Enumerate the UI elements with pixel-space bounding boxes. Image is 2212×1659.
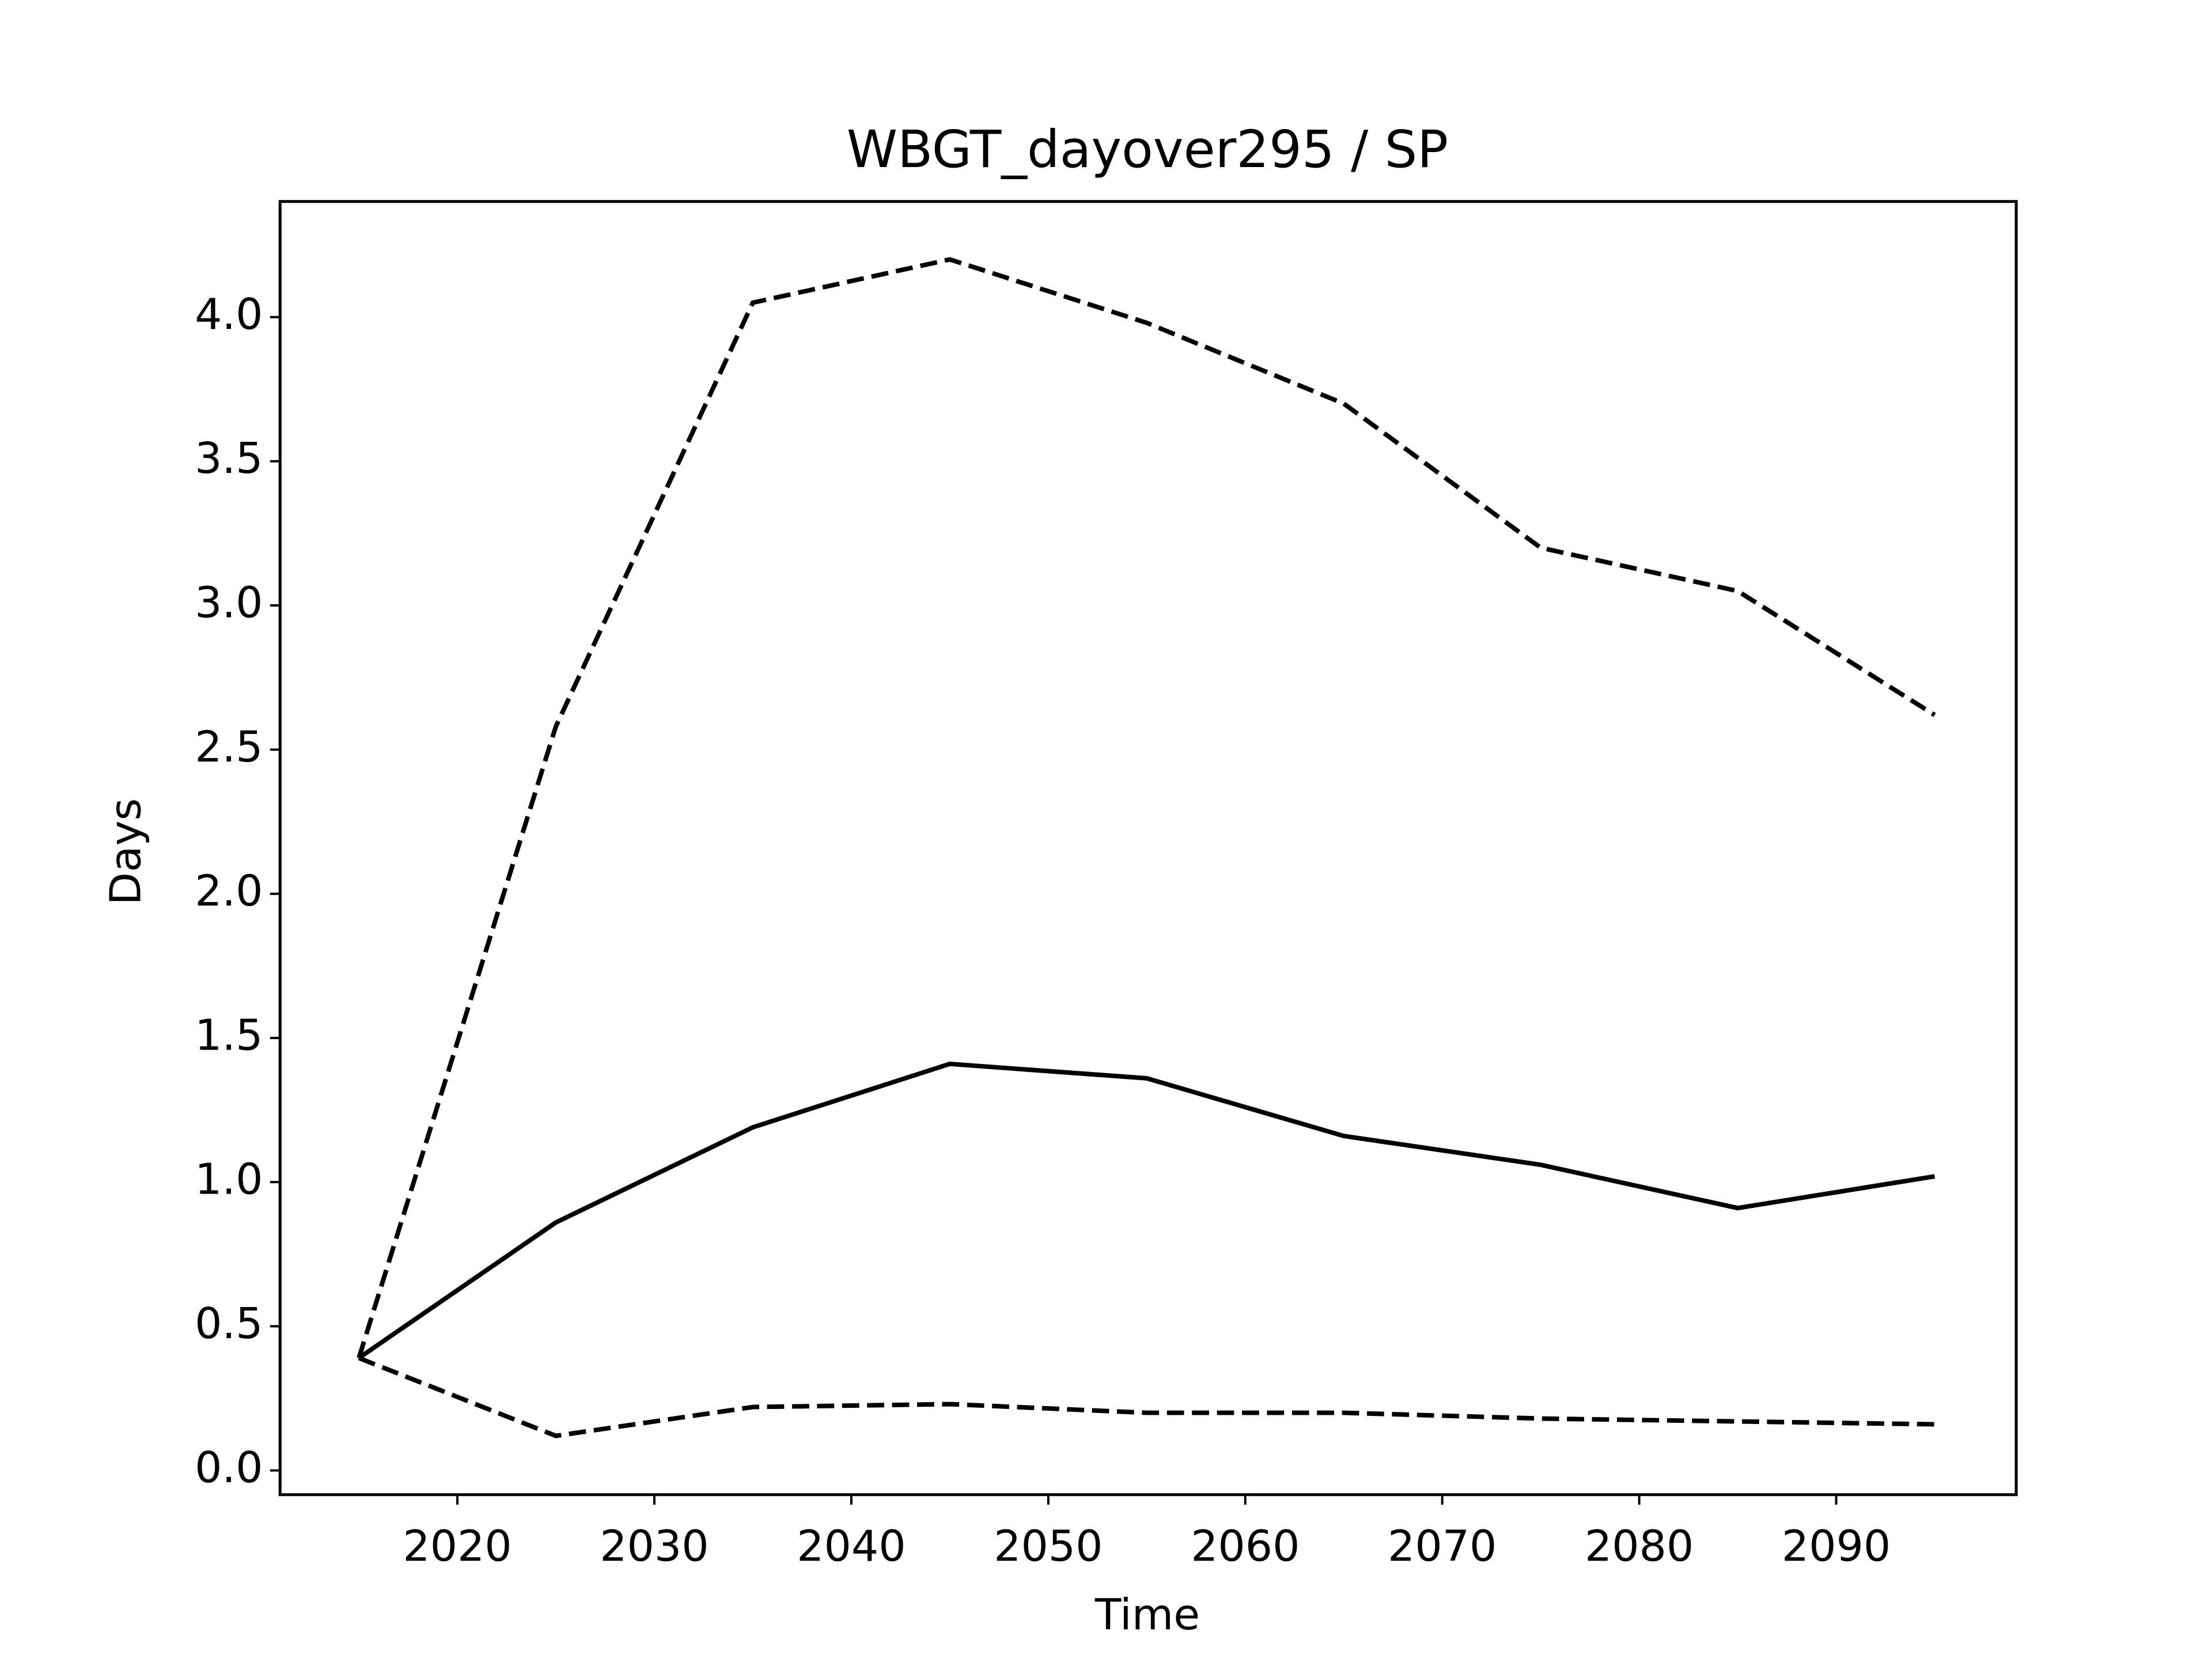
x-tick-label: 2020 [403, 1521, 512, 1571]
y-tick-label: 0.5 [195, 1298, 263, 1349]
series-line [357, 1061, 1936, 1360]
y-tick-label: 4.0 [195, 289, 263, 339]
x-tick-label: 2050 [994, 1521, 1103, 1571]
plot-frame [278, 200, 2018, 1497]
x-tick-label: 2080 [1585, 1521, 1694, 1571]
y-tick-label: 1.5 [195, 1010, 263, 1060]
series-line [358, 1355, 1935, 1438]
x-tick-label: 2090 [1782, 1521, 1891, 1571]
y-tick-label: 2.0 [195, 866, 263, 916]
y-tick-label: 1.0 [195, 1154, 263, 1205]
x-tick-label: 2030 [600, 1521, 709, 1571]
x-tick-label: 2070 [1388, 1521, 1497, 1571]
x-tick-label: 2040 [797, 1521, 906, 1571]
chart-title: WBGT_dayover295 / SP [847, 120, 1448, 180]
y-tick-label: 0.0 [195, 1442, 263, 1493]
y-tick-label: 3.5 [195, 433, 263, 483]
y-tick-label: 2.5 [195, 722, 263, 772]
x-axis-label: Time [1094, 1590, 1200, 1640]
series-line [357, 257, 1936, 1359]
y-tick-label: 3.0 [195, 578, 263, 628]
x-tick-label: 2060 [1191, 1521, 1300, 1571]
y-axis-label: Days [101, 798, 151, 906]
